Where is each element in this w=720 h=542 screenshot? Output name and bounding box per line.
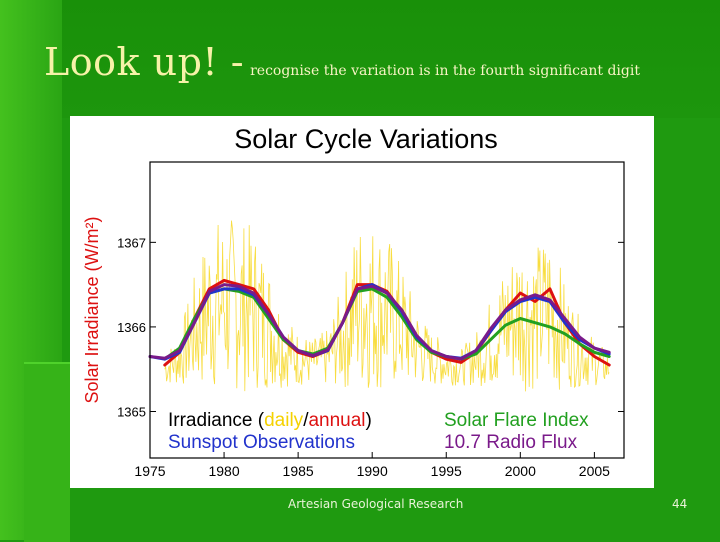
solar-cycle-chart: Solar Cycle Variations 1365 1366 1367 1975 19… (82, 124, 625, 479)
chart-image: Solar Cycle Variations 1365 1366 1367 1975 19… (70, 116, 654, 488)
radio-flux-series (148, 283, 611, 361)
x-tick-label: 1985 (283, 463, 314, 479)
legend-solar-flare-index: Solar Flare Index (444, 410, 589, 431)
legend-irradiance: Irradiance (daily/annual) (168, 410, 372, 431)
legend-radio-flux: 10.7 Radio Flux (444, 432, 578, 453)
y-tick-label: 1365 (117, 404, 146, 419)
plot-frame (149, 161, 625, 459)
background-top-band (0, 0, 720, 118)
x-tick-label: 2000 (505, 463, 536, 479)
x-tick-label: 1995 (431, 463, 462, 479)
y-tick-label: 1366 (117, 320, 146, 335)
slide-title-main: Look up! - (44, 40, 245, 84)
y-tick-label: 1367 (117, 235, 146, 250)
legend-sunspot-observations: Sunspot Observations (168, 432, 355, 453)
x-tick-label: 1980 (208, 463, 239, 479)
slide-title: Look up! - recognise the variation is in … (44, 40, 640, 84)
background-lower-block (24, 362, 70, 542)
footer-source-label: Artesian Geological Research (288, 497, 464, 511)
solar-flare-index-series (163, 287, 611, 361)
y-axis-label: Solar Irradiance (W/m²) (82, 216, 102, 403)
x-tick-label: 1990 (357, 463, 388, 479)
x-tick-label: 2005 (579, 463, 610, 479)
slide-title-subtitle: recognise the variation is in the fourth… (250, 63, 640, 79)
daily-irradiance-series (164, 220, 610, 392)
chart-title: Solar Cycle Variations (234, 124, 498, 154)
page-number: 44 (672, 497, 688, 511)
x-tick-label: 1975 (134, 463, 165, 479)
